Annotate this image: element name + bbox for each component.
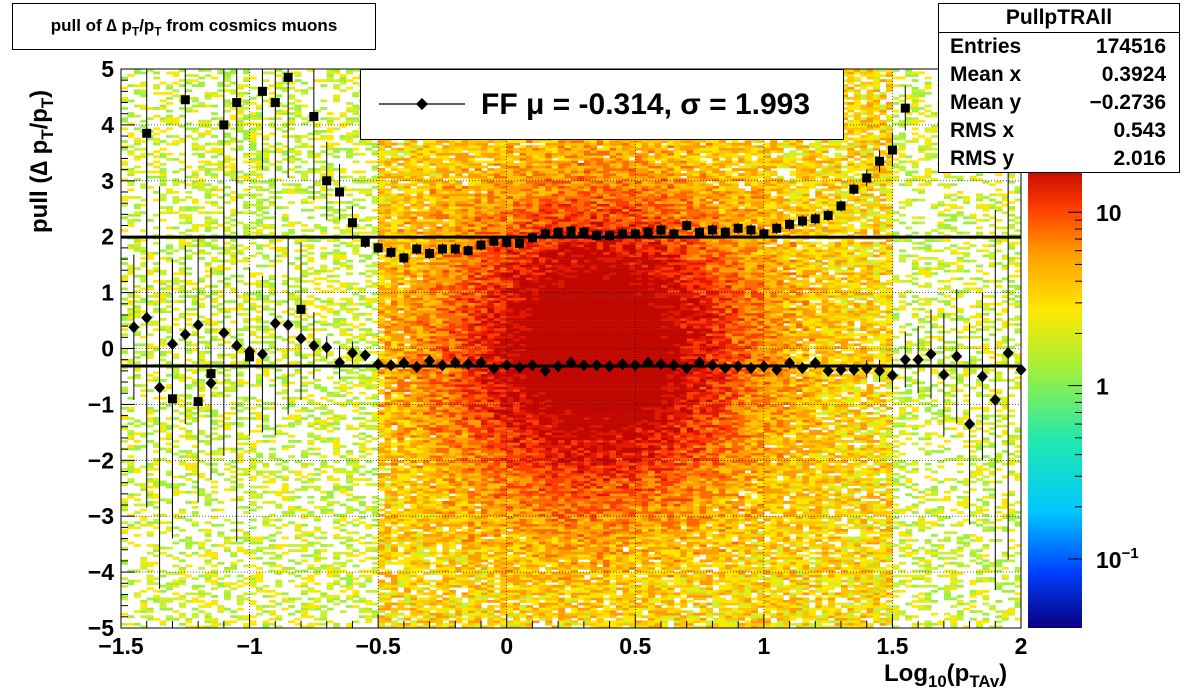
square-marker bbox=[554, 228, 563, 237]
square-marker bbox=[258, 87, 267, 96]
diamond-marker bbox=[951, 350, 962, 362]
square-marker bbox=[515, 239, 524, 248]
x-tick-label: −1 bbox=[236, 633, 262, 659]
square-marker bbox=[489, 237, 498, 246]
square-marker bbox=[605, 231, 614, 240]
square-marker bbox=[567, 227, 576, 236]
stats-row: RMS x 0.543 bbox=[939, 117, 1179, 145]
square-marker bbox=[451, 244, 460, 253]
square-marker bbox=[772, 224, 781, 233]
x-tick-label: 0.5 bbox=[619, 633, 651, 659]
square-marker bbox=[824, 211, 833, 220]
square-marker bbox=[849, 185, 858, 194]
colorbar-tick-label: 10 bbox=[1096, 200, 1122, 226]
square-marker bbox=[309, 112, 318, 121]
stats-title: PullpTRAll bbox=[939, 4, 1179, 33]
square-marker bbox=[669, 229, 678, 238]
square-marker bbox=[734, 224, 743, 233]
square-marker bbox=[657, 225, 666, 234]
square-marker bbox=[901, 104, 910, 113]
square-marker bbox=[644, 228, 653, 237]
square-marker bbox=[708, 225, 717, 234]
diamond-marker bbox=[270, 317, 281, 329]
y-tick-label: −1 bbox=[88, 391, 114, 417]
stats-row: RMS y 2.016 bbox=[939, 145, 1179, 173]
square-marker bbox=[374, 243, 383, 252]
y-tick-label: −5 bbox=[88, 615, 114, 641]
square-marker bbox=[618, 229, 627, 238]
square-marker bbox=[348, 218, 357, 227]
square-marker bbox=[399, 253, 408, 262]
y-tick-label: 1 bbox=[101, 280, 114, 306]
y-tick-label: 0 bbox=[101, 336, 114, 362]
y-tick-label: −2 bbox=[88, 447, 114, 473]
square-marker bbox=[438, 244, 447, 253]
square-marker bbox=[271, 98, 280, 107]
square-marker bbox=[464, 246, 473, 255]
colorbar-tick-label: 10−1 bbox=[1096, 545, 1139, 573]
square-marker bbox=[387, 248, 396, 257]
square-marker bbox=[194, 397, 203, 406]
x-tick-label: 2 bbox=[1015, 633, 1028, 659]
square-marker bbox=[695, 228, 704, 237]
x-tick-label: 1.5 bbox=[876, 633, 908, 659]
legend-marker bbox=[361, 70, 471, 139]
square-marker bbox=[284, 73, 293, 82]
stats-row: Entries 174516 bbox=[939, 33, 1179, 61]
stats-row: Mean x 0.3924 bbox=[939, 61, 1179, 89]
square-marker bbox=[477, 241, 486, 250]
stats-box: PullpTRAll Entries 174516 Mean x 0.3924 Me… bbox=[938, 3, 1180, 173]
x-tick-label: −0.5 bbox=[355, 633, 401, 659]
stats-row: Mean y −0.2736 bbox=[939, 89, 1179, 117]
square-marker bbox=[888, 146, 897, 155]
y-tick-label: 2 bbox=[101, 224, 114, 250]
square-marker bbox=[322, 176, 331, 185]
square-marker bbox=[361, 238, 370, 247]
plot-title: pull of ∆ pT/pT from cosmics muons bbox=[13, 16, 375, 38]
square-marker bbox=[798, 217, 807, 226]
square-marker bbox=[682, 221, 691, 230]
square-marker bbox=[875, 157, 884, 166]
x-tick-label: 0 bbox=[500, 633, 513, 659]
square-marker bbox=[541, 229, 550, 238]
square-marker bbox=[592, 231, 601, 240]
legend-box: FF μ = -0.314, σ = 1.993 bbox=[360, 69, 844, 140]
square-marker bbox=[297, 305, 306, 314]
square-marker bbox=[759, 229, 768, 238]
square-marker bbox=[862, 174, 871, 183]
square-marker bbox=[837, 201, 846, 210]
legend-label: FF μ = -0.314, σ = 1.993 bbox=[481, 88, 810, 122]
square-marker bbox=[232, 98, 241, 107]
square-marker bbox=[142, 129, 151, 138]
y-tick-label: 4 bbox=[101, 112, 114, 138]
square-marker bbox=[721, 228, 730, 237]
square-marker bbox=[219, 120, 228, 129]
y-tick-label: −3 bbox=[88, 503, 114, 529]
y-tick-label: 5 bbox=[101, 56, 114, 82]
square-marker bbox=[245, 352, 254, 361]
square-marker bbox=[811, 214, 820, 223]
square-marker bbox=[528, 233, 537, 242]
y-axis-label: pull (∆ pT/pT) bbox=[26, 90, 58, 233]
square-marker bbox=[181, 95, 190, 104]
square-marker bbox=[631, 229, 640, 238]
square-marker bbox=[207, 369, 216, 378]
square-marker bbox=[425, 249, 434, 258]
y-tick-label: 3 bbox=[101, 168, 114, 194]
square-marker bbox=[502, 238, 511, 247]
square-marker bbox=[412, 244, 421, 253]
colorbar bbox=[1028, 160, 1082, 628]
square-marker bbox=[579, 228, 588, 237]
square-marker bbox=[335, 187, 344, 196]
y-tick-label: −4 bbox=[88, 559, 114, 585]
x-axis-label: Log10(pTAv) bbox=[884, 660, 1007, 692]
x-tick-label: 1 bbox=[757, 633, 770, 659]
square-marker bbox=[785, 220, 794, 229]
colorbar-tick-label: 1 bbox=[1096, 374, 1109, 400]
square-marker bbox=[747, 225, 756, 234]
title-box: pull of ∆ pT/pT from cosmics muons bbox=[12, 3, 376, 50]
square-marker bbox=[168, 394, 177, 403]
